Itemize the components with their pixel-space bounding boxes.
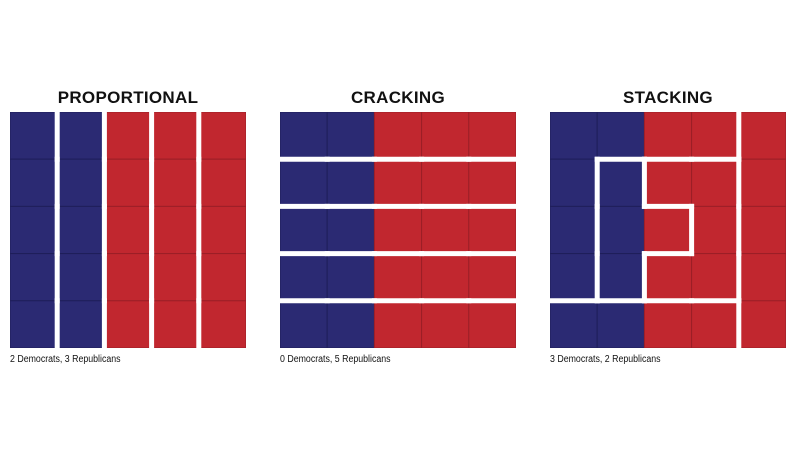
democrat-voter-cell <box>326 112 375 160</box>
republican-voter-cell <box>691 205 740 255</box>
republican-voter-cell <box>198 205 246 255</box>
republican-voter-cell <box>151 253 200 302</box>
republican-voter-cell <box>103 300 153 348</box>
result-caption: 2 Democrats, 3 Republicans <box>10 354 121 365</box>
republican-voter-cell <box>643 158 693 207</box>
democrat-voter-cell <box>326 158 375 207</box>
republican-voter-cell <box>103 205 153 255</box>
democrat-voter-cell <box>550 112 598 160</box>
republican-voter-cell <box>198 253 246 302</box>
republican-voter-cell <box>373 253 423 302</box>
democrat-voter-cell <box>280 112 328 160</box>
republican-voter-cell <box>738 205 786 255</box>
republican-voter-cell <box>468 205 516 255</box>
republican-voter-cell <box>421 253 470 302</box>
republican-voter-cell <box>373 205 423 255</box>
republican-voter-cell <box>468 112 516 160</box>
democrat-voter-cell <box>550 253 598 302</box>
democrat-voter-cell <box>280 205 328 255</box>
democrat-voter-cell <box>550 205 598 255</box>
republican-voter-cell <box>691 253 740 302</box>
democrat-voter-cell <box>596 205 645 255</box>
democrat-voter-cell <box>56 205 105 255</box>
panel-title: PROPORTIONAL <box>57 88 199 107</box>
republican-voter-cell <box>373 112 423 160</box>
democrat-voter-cell <box>596 112 645 160</box>
democrat-voter-cell <box>56 253 105 302</box>
republican-voter-cell <box>738 158 786 207</box>
republican-voter-cell <box>468 300 516 348</box>
republican-voter-cell <box>373 300 423 348</box>
republican-voter-cell <box>103 158 153 207</box>
democrat-voter-cell <box>56 112 105 160</box>
republican-voter-cell <box>643 112 693 160</box>
republican-voter-cell <box>738 300 786 348</box>
result-caption: 3 Democrats, 2 Republicans <box>550 354 661 365</box>
republican-voter-cell <box>373 158 423 207</box>
panel-title: CRACKING <box>350 88 445 107</box>
republican-voter-cell <box>738 253 786 302</box>
republican-voter-cell <box>198 112 246 160</box>
republican-voter-cell <box>151 205 200 255</box>
district-grid <box>550 112 786 348</box>
republican-voter-cell <box>738 112 786 160</box>
republican-voter-cell <box>691 112 740 160</box>
republican-voter-cell <box>643 253 693 302</box>
republican-voter-cell <box>643 205 693 255</box>
democrat-voter-cell <box>280 253 328 302</box>
republican-voter-cell <box>691 158 740 207</box>
republican-voter-cell <box>198 158 246 207</box>
republican-voter-cell <box>421 205 470 255</box>
democrat-voter-cell <box>596 253 645 302</box>
democrat-voter-cell <box>10 300 58 348</box>
democrat-voter-cell <box>550 300 598 348</box>
district-grid <box>280 112 516 348</box>
republican-voter-cell <box>151 112 200 160</box>
republican-voter-cell <box>421 300 470 348</box>
republican-voter-cell <box>468 253 516 302</box>
republican-voter-cell <box>198 300 246 348</box>
republican-voter-cell <box>643 300 693 348</box>
democrat-voter-cell <box>280 158 328 207</box>
democrat-voter-cell <box>10 253 58 302</box>
democrat-voter-cell <box>596 300 645 348</box>
republican-voter-cell <box>151 300 200 348</box>
democrat-voter-cell <box>596 158 645 207</box>
republican-voter-cell <box>103 253 153 302</box>
republican-voter-cell <box>151 158 200 207</box>
republican-voter-cell <box>691 300 740 348</box>
democrat-voter-cell <box>550 158 598 207</box>
democrat-voter-cell <box>56 158 105 207</box>
panel-title: STACKING <box>623 88 713 107</box>
democrat-voter-cell <box>10 205 58 255</box>
democrat-voter-cell <box>326 205 375 255</box>
republican-voter-cell <box>468 158 516 207</box>
result-caption: 0 Democrats, 5 Republicans <box>280 354 391 365</box>
district-grid <box>10 112 246 348</box>
democrat-voter-cell <box>10 112 58 160</box>
democrat-voter-cell <box>326 300 375 348</box>
republican-voter-cell <box>421 112 470 160</box>
democrat-voter-cell <box>280 300 328 348</box>
republican-voter-cell <box>421 158 470 207</box>
democrat-voter-cell <box>56 300 105 348</box>
democrat-voter-cell <box>10 158 58 207</box>
democrat-voter-cell <box>326 253 375 302</box>
republican-voter-cell <box>103 112 153 160</box>
